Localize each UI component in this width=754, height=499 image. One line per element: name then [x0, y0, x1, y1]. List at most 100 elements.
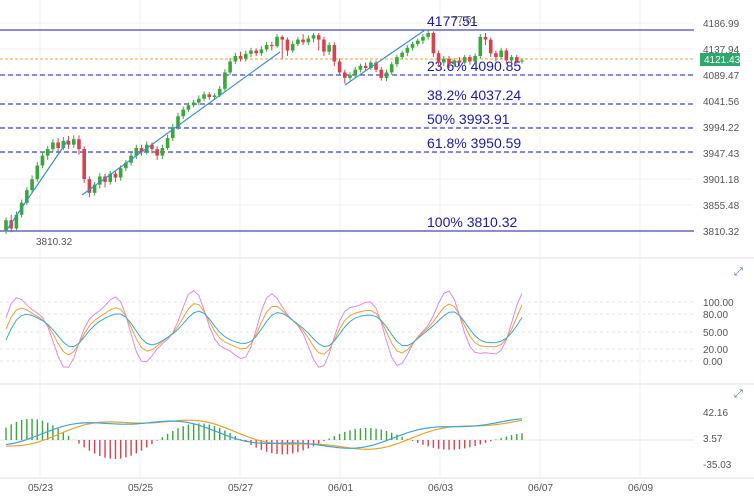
- price-tick-label: 4186.99: [703, 19, 740, 30]
- candle-body: [71, 139, 76, 145]
- candle-body: [421, 36, 425, 41]
- candle-body: [160, 147, 165, 156]
- x-tick-label: 06/03: [428, 483, 453, 494]
- x-tick-label: 05/27: [228, 483, 253, 494]
- candle-body: [197, 98, 201, 103]
- x-tick-label: 06/09: [628, 483, 653, 494]
- candle-body: [228, 61, 232, 73]
- candle-body: [155, 149, 159, 156]
- candle-body: [358, 65, 363, 70]
- candle-body: [337, 61, 342, 73]
- candle-body: [259, 49, 264, 54]
- x-tick-label: 05/23: [28, 483, 53, 494]
- price-tick-label: 4137.94: [703, 45, 740, 56]
- candle-body: [509, 57, 514, 61]
- candle-body: [389, 64, 394, 73]
- candle-body: [165, 138, 170, 148]
- candle-body: [40, 155, 45, 166]
- candle-body: [103, 176, 107, 182]
- stoch-tick-label: 20.00: [703, 345, 728, 356]
- candle-body: [170, 127, 175, 139]
- macd-line: [5, 418, 523, 449]
- candle-body: [342, 72, 347, 78]
- candle-body: [30, 179, 34, 191]
- macd-pane[interactable]: 42.16 3.57 -35.03: [0, 408, 732, 471]
- candle-body: [108, 173, 113, 182]
- candle-body: [384, 72, 389, 78]
- candle-body: [56, 142, 60, 148]
- candle-body: [431, 33, 436, 54]
- candle-body: [139, 147, 144, 152]
- candle-body: [186, 105, 191, 110]
- candle-body: [290, 43, 295, 51]
- price-tick-label: 3855.48: [703, 201, 740, 212]
- low-price-label: 3810.32: [36, 237, 73, 248]
- candle-body: [233, 56, 238, 62]
- overlay-labels: 3810.32 77.51 4121.43 ⤢ ⤢: [36, 15, 743, 400]
- high-ghost-label: 77.51: [452, 15, 477, 26]
- candle-body: [494, 53, 498, 58]
- candle-body: [374, 62, 378, 70]
- stoch-tick-label: 50.00: [703, 328, 728, 339]
- candle-body: [468, 57, 472, 62]
- fib-level-label: 4177.51: [427, 13, 478, 29]
- candle-body: [270, 45, 274, 47]
- fib-level-label: 100% 3810.32: [427, 214, 518, 230]
- candle-body: [410, 43, 415, 48]
- candle-body: [217, 88, 222, 96]
- candle-body: [66, 140, 71, 145]
- candle-body: [212, 95, 217, 98]
- candle-body: [520, 60, 524, 62]
- stoch-k-line: [5, 290, 523, 368]
- candle-body: [447, 58, 451, 65]
- candle-body: [4, 220, 8, 232]
- expand-macd-icon[interactable]: ⤢: [734, 387, 743, 400]
- price-tick-label: 3994.22: [703, 123, 740, 134]
- candle-body: [400, 52, 404, 58]
- candle-body: [249, 50, 253, 54]
- x-axis: 05/23 05/25 05/27 06/01 06/03 06/07 06/09: [28, 483, 653, 494]
- candle-body: [124, 162, 128, 169]
- expand-stoch-icon[interactable]: ⤢: [734, 265, 743, 278]
- price-tick-label: 3901.18: [703, 175, 740, 186]
- candle-body: [202, 94, 206, 99]
- candle-body: [499, 50, 503, 58]
- stoch-slow-line: [5, 310, 523, 348]
- candle-body: [280, 36, 285, 40]
- candle-body: [98, 176, 102, 185]
- candle-body: [254, 50, 258, 54]
- macd-tick-label: 3.57: [703, 434, 723, 445]
- chart-grid: [0, 0, 754, 479]
- stoch-tick-label: 80.00: [703, 310, 728, 321]
- candle-body: [45, 149, 50, 156]
- candle-body: [51, 142, 55, 150]
- candle-body: [369, 62, 373, 69]
- candle-body: [207, 94, 212, 98]
- candle-body: [113, 173, 118, 178]
- x-tick-label: 05/25: [128, 483, 153, 494]
- candle-body: [306, 38, 311, 43]
- candle-body: [395, 57, 399, 65]
- candle-body: [87, 179, 92, 193]
- trend-line: [344, 29, 426, 86]
- candle-body: [478, 36, 483, 57]
- candle-body: [436, 53, 441, 63]
- candle-body: [426, 33, 430, 37]
- x-tick-label: 06/01: [328, 483, 353, 494]
- fib-level-label: 61.8% 3950.59: [427, 135, 521, 151]
- candle-body: [14, 214, 19, 229]
- candle-body: [264, 45, 269, 50]
- candle-body: [238, 56, 243, 59]
- candle-body: [176, 116, 180, 128]
- stoch-d-line: [5, 303, 523, 356]
- candle-body: [322, 39, 326, 52]
- candle-body: [452, 60, 457, 65]
- candle-body: [363, 65, 368, 69]
- stoch-tick-label: 100.00: [703, 298, 734, 309]
- price-tick-label: 3947.43: [703, 149, 740, 160]
- candle-body: [134, 147, 139, 156]
- price-tick-label: 3810.32: [703, 227, 740, 238]
